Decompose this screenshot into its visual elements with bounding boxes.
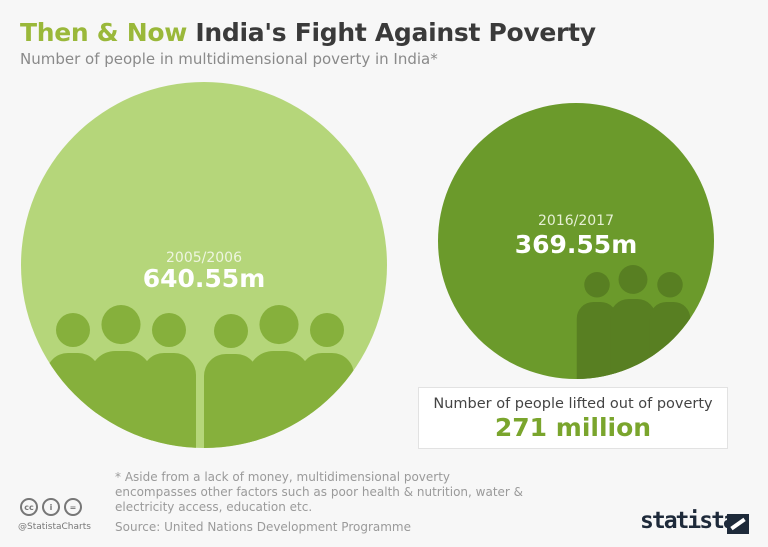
person-body xyxy=(142,353,196,448)
person-body xyxy=(204,354,258,448)
value-label-2016: 369.55m xyxy=(515,230,638,259)
title-accent: Then & Now xyxy=(20,18,188,47)
nd-icon: = xyxy=(64,498,82,516)
subtitle: Number of people in multidimensional pov… xyxy=(20,50,438,68)
footnote: * Aside from a lack of money, multidimen… xyxy=(115,470,524,514)
person-head xyxy=(56,313,90,347)
statista-logo-icon xyxy=(727,514,749,534)
person-head xyxy=(657,272,683,298)
statista-logo: statista xyxy=(640,508,737,534)
person-body xyxy=(247,351,311,448)
bubble-2005-2006: 2005/2006 640.55m xyxy=(21,82,387,448)
category-label-2005: 2005/2006 xyxy=(166,250,242,266)
by-icon: i xyxy=(42,498,60,516)
person-head xyxy=(310,313,344,347)
bubble-2016-2017: 2016/2017 369.55m xyxy=(438,103,714,379)
title-main: India's Fight Against Poverty xyxy=(195,18,596,47)
callout-value: 271 million xyxy=(494,413,652,442)
person-body xyxy=(576,302,618,379)
source: Source: United Nations Development Progr… xyxy=(115,520,411,534)
page-title: Then & Now India's Fight Against Poverty xyxy=(20,18,596,47)
callout-label: Number of people lifted out of poverty xyxy=(433,396,713,412)
person-body xyxy=(610,299,656,379)
person-head xyxy=(152,313,186,347)
person-head xyxy=(259,305,299,345)
person-head xyxy=(618,265,648,294)
people-icon-group xyxy=(576,265,691,379)
category-label-2016: 2016/2017 xyxy=(538,213,614,229)
twitter-handle: @StatistaCharts xyxy=(18,522,91,532)
value-label-2005: 640.55m xyxy=(143,264,266,293)
license-icons: cc i = xyxy=(20,498,82,516)
lifted-callout: Number of people lifted out of poverty 2… xyxy=(418,387,728,449)
cc-icon: cc xyxy=(20,498,38,516)
person-head xyxy=(101,305,141,345)
person-head xyxy=(584,272,610,298)
person-head xyxy=(214,314,248,348)
